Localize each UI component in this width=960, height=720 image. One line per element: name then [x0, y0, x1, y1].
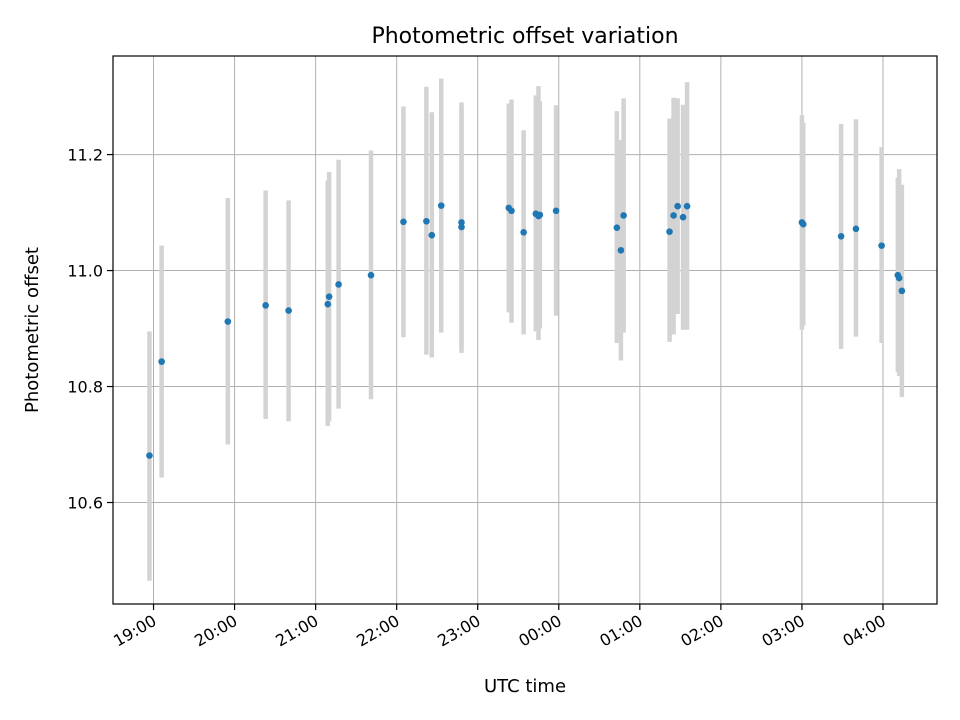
data-point: [666, 228, 673, 236]
data-point: [458, 219, 465, 226]
y-tick-label: 10.6: [67, 494, 103, 513]
data-point: [674, 202, 681, 210]
data-point: [428, 231, 436, 239]
data-point: [679, 213, 687, 221]
data-points: [146, 202, 906, 459]
data-point: [285, 307, 292, 314]
data-point: [670, 212, 677, 219]
data-point: [895, 274, 903, 282]
data-point: [878, 242, 885, 249]
y-axis-label: Photometric offset: [22, 247, 43, 413]
y-tick-label: 11.2: [67, 146, 103, 165]
data-point: [508, 207, 515, 215]
y-axis-ticks: 10.6 10.8 11.0 11.2: [67, 146, 113, 513]
x-axis-label: UTC time: [484, 676, 566, 697]
data-point: [552, 207, 560, 215]
y-tick-label: 10.8: [67, 378, 103, 397]
data-point: [335, 281, 342, 288]
data-point: [898, 287, 906, 295]
data-point: [262, 302, 269, 309]
data-point: [146, 452, 153, 459]
data-point: [325, 293, 333, 300]
data-point: [458, 223, 465, 231]
data-point: [158, 358, 165, 365]
data-point: [617, 246, 625, 254]
data-point: [324, 300, 332, 308]
plot-frame: [112, 55, 938, 605]
data-point: [852, 225, 860, 233]
data-point: [683, 202, 691, 210]
y-tick-label: 11.0: [67, 262, 103, 281]
data-point: [367, 271, 375, 279]
data-point: [799, 220, 807, 228]
data-point: [520, 228, 527, 236]
data-point: [837, 233, 845, 240]
data-point: [224, 318, 232, 325]
data-point: [613, 224, 621, 231]
data-point: [620, 212, 627, 219]
data-point: [423, 217, 430, 225]
data-point: [536, 211, 544, 219]
data-point: [437, 202, 445, 209]
data-point: [400, 218, 407, 226]
chart-title: Photometric offset variation: [371, 24, 678, 49]
